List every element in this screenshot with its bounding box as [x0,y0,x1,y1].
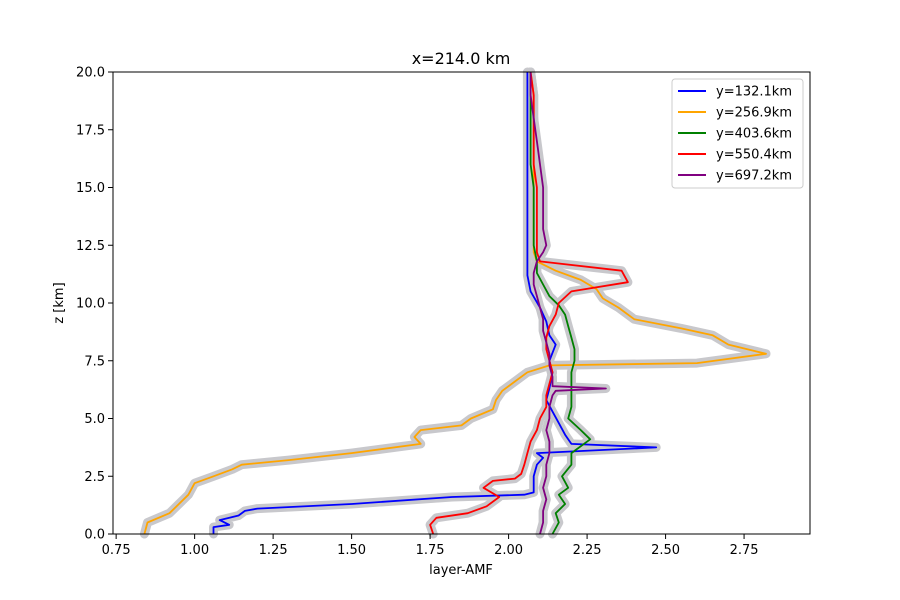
y-tick-label: 20.0 [76,66,105,81]
y-tick-label: 0.0 [84,528,105,543]
y-tick-label: 10.0 [76,297,105,312]
x-tick-label: 1.50 [337,543,366,558]
y-tick-label: 15.0 [76,181,105,196]
y-axis-label: z [km] [52,282,67,323]
series-line-5 [529,72,607,535]
x-tick-label: 1.75 [416,543,445,558]
series-line-1 [212,72,658,534]
y-tick-label: 7.5 [84,354,105,369]
series-line-4 [429,71,629,535]
y-tick-label: 5.0 [84,412,105,427]
x-axis-label: layer-AMF [429,563,493,578]
chart-title: x=214.0 km [412,49,511,68]
y-tick-label: 17.5 [76,123,105,138]
legend-entry-label: y=403.6km [716,127,792,142]
legend-entry-label: y=132.1km [716,85,792,100]
series-lines [143,71,767,535]
x-tick-label: 1.00 [180,543,209,558]
legend: y=132.1km y=256.9km y=403.6km y=550.4km y=69… [671,78,804,189]
y-tick-label: 12.5 [76,239,105,254]
x-tick-label: 2.25 [573,543,602,558]
x-tick-label: 2.50 [651,543,680,558]
x-tick-label: 2.00 [494,543,523,558]
legend-box [671,78,804,189]
x-tick-label: 0.75 [102,543,131,558]
legend-entry-label: y=550.4km [716,148,792,163]
y-tick-label: 2.5 [84,470,105,485]
legend-entry-label: y=697.2km [716,169,792,184]
series-line-3 [529,72,592,535]
y-axis-ticks: 0.0 2.5 5.0 7.5 10.0 12.5 15.0 17.5 20.0 [76,66,113,543]
x-axis-ticks: 0.75 1.00 1.25 1.50 1.75 2.00 2.25 2.50 2.75 [102,534,759,558]
x-tick-label: 1.25 [259,543,288,558]
legend-entry-label: y=256.9km [716,106,792,121]
x-tick-label: 2.75 [730,543,759,558]
